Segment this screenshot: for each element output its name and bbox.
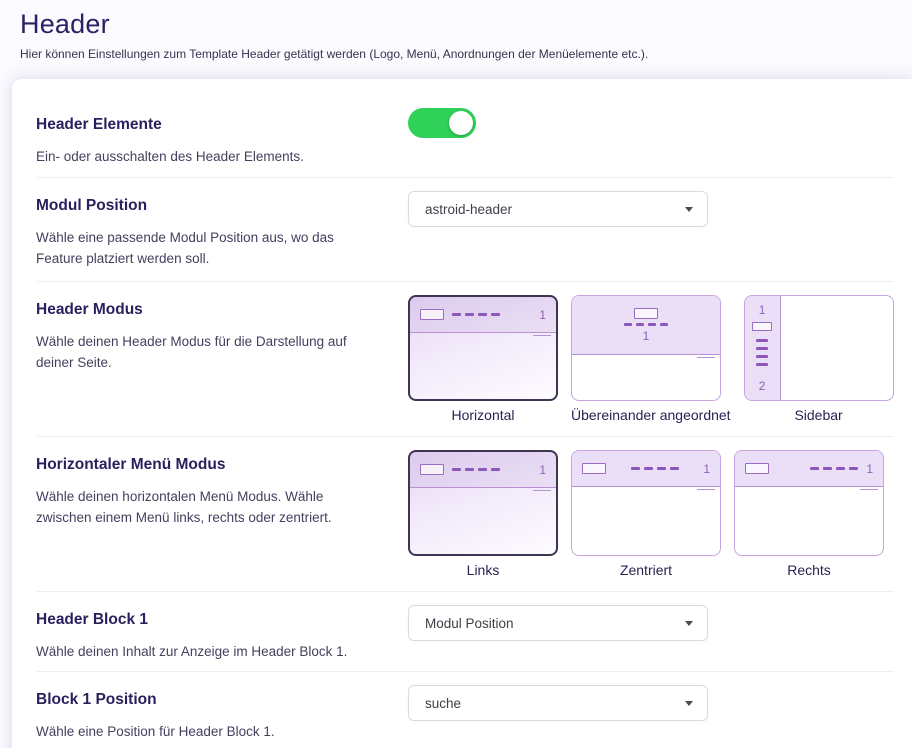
settings-panel: Header Elemente Ein- oder ausschalten de… xyxy=(12,79,912,748)
notch-line xyxy=(533,335,551,337)
header-modus-option-sidebar[interactable]: 1 2 Sidebar xyxy=(743,295,894,424)
logo-placeholder xyxy=(420,464,444,476)
row-divider xyxy=(36,436,894,438)
setting-row-block-1-position: Block 1 Position Wähle eine Position für… xyxy=(12,672,912,748)
modul-position-select[interactable]: astroid-header xyxy=(408,191,708,228)
menu-modus-option-links[interactable]: 1 Links xyxy=(408,450,558,579)
setting-info: Header Block 1 Wähle deinen Inhalt zur A… xyxy=(36,610,408,671)
menu-dashes xyxy=(810,467,859,471)
setting-info: Header Elemente Ein- oder ausschalten de… xyxy=(36,115,408,177)
setting-label: Header Elemente xyxy=(36,116,162,134)
setting-description: Ein- oder ausschalten des Header Element… xyxy=(36,149,304,165)
page-header: Header Hier können Einstellungen zum Tem… xyxy=(0,0,912,63)
setting-label: Modul Position xyxy=(36,197,148,215)
thumb-sidebar: 1 2 xyxy=(743,295,894,402)
row-divider xyxy=(36,177,894,179)
setting-label: Header Modus xyxy=(36,301,143,319)
notch-line xyxy=(697,357,715,359)
option-label: Zentriert xyxy=(619,562,673,579)
setting-label: Block 1 Position xyxy=(36,691,157,709)
menu-modus-options: 1 Links 1 Zentriert xyxy=(408,450,912,579)
setting-description: Wähle eine Position für Header Block 1. xyxy=(36,724,275,740)
chevron-down-icon xyxy=(685,206,693,212)
logo-placeholder xyxy=(745,463,769,475)
header-modus-option-stacked[interactable]: 1 Übereinander angeordnet xyxy=(571,295,731,424)
setting-info: Header Modus Wähle deinen Header Modus f… xyxy=(36,300,408,436)
select-value: suche xyxy=(425,695,462,711)
logo-placeholder xyxy=(582,463,606,475)
option-label: Sidebar xyxy=(794,407,843,424)
header-modus-options: 1 Horizontal 1 Über xyxy=(408,295,912,424)
setting-description: Wähle eine passende Modul Position aus, … xyxy=(36,230,334,267)
thumb-menu-left: 1 xyxy=(408,450,558,557)
toggle-knob xyxy=(449,111,473,136)
block-number: 1 xyxy=(758,303,766,318)
block-1-position-select[interactable]: suche xyxy=(408,685,708,722)
setting-info: Block 1 Position Wähle eine Position für… xyxy=(36,690,408,748)
setting-row-menu-modus: Horizontaler Menü Modus Wähle deinen hor… xyxy=(12,437,912,591)
header-modus-option-horizontal[interactable]: 1 Horizontal xyxy=(408,295,558,424)
block-number: 1 xyxy=(703,461,710,476)
setting-row-modul-position: Modul Position Wähle eine passende Modul… xyxy=(12,178,912,281)
thumb-menu-right: 1 xyxy=(734,450,884,557)
menu-modus-option-zentriert[interactable]: 1 Zentriert xyxy=(571,450,721,579)
setting-row-header-elemente: Header Elemente Ein- oder ausschalten de… xyxy=(12,79,912,177)
thumb-stacked: 1 xyxy=(571,295,721,402)
page-title: Header xyxy=(20,9,110,39)
notch-line xyxy=(860,489,878,491)
setting-label: Horizontaler Menü Modus xyxy=(36,456,226,474)
setting-info: Horizontaler Menü Modus Wähle deinen hor… xyxy=(36,455,408,591)
block-number: 1 xyxy=(642,329,650,344)
select-value: astroid-header xyxy=(425,201,513,217)
logo-placeholder xyxy=(752,322,773,332)
option-label: Übereinander angeordnet xyxy=(571,407,731,424)
setting-row-header-block-1: Header Block 1 Wähle deinen Inhalt zur A… xyxy=(12,592,912,671)
setting-info: Modul Position Wähle eine passende Modul… xyxy=(36,196,408,281)
option-label: Rechts xyxy=(787,562,831,579)
setting-description: Wähle deinen Header Modus für die Darste… xyxy=(36,334,347,371)
menu-dashes xyxy=(630,467,679,471)
option-label: Horizontal xyxy=(451,407,515,424)
header-block-1-select[interactable]: Modul Position xyxy=(408,605,708,642)
block-number: 1 xyxy=(866,461,873,476)
block-number: 1 xyxy=(539,307,546,322)
notch-line xyxy=(697,489,715,491)
menu-dashes xyxy=(452,468,500,472)
block-number: 2 xyxy=(758,379,766,394)
menu-dashes xyxy=(624,323,668,327)
thumb-horizontal: 1 xyxy=(408,295,558,402)
setting-row-header-modus: Header Modus Wähle deinen Header Modus f… xyxy=(12,282,912,436)
header-elements-toggle[interactable] xyxy=(408,108,476,139)
logo-placeholder xyxy=(634,308,658,320)
thumb-menu-center: 1 xyxy=(571,450,721,557)
setting-description: Wähle deinen Inhalt zur Anzeige im Heade… xyxy=(36,644,348,660)
row-divider xyxy=(36,281,894,283)
row-divider xyxy=(36,591,894,593)
select-value: Modul Position xyxy=(425,615,514,631)
chevron-down-icon xyxy=(685,700,693,706)
menu-modus-option-rechts[interactable]: 1 Rechts xyxy=(734,450,884,579)
menu-dashes xyxy=(756,339,769,367)
setting-label: Header Block 1 xyxy=(36,611,148,629)
menu-dashes xyxy=(452,313,500,317)
option-label: Links xyxy=(466,562,500,579)
notch-line xyxy=(533,490,551,492)
setting-description: Wähle deinen horizontalen Menü Modus. Wä… xyxy=(36,489,332,526)
page-subtitle: Hier können Einstellungen zum Template H… xyxy=(20,47,649,62)
row-divider xyxy=(36,671,894,673)
chevron-down-icon xyxy=(685,620,693,626)
logo-placeholder xyxy=(420,309,444,321)
block-number: 1 xyxy=(539,462,546,477)
